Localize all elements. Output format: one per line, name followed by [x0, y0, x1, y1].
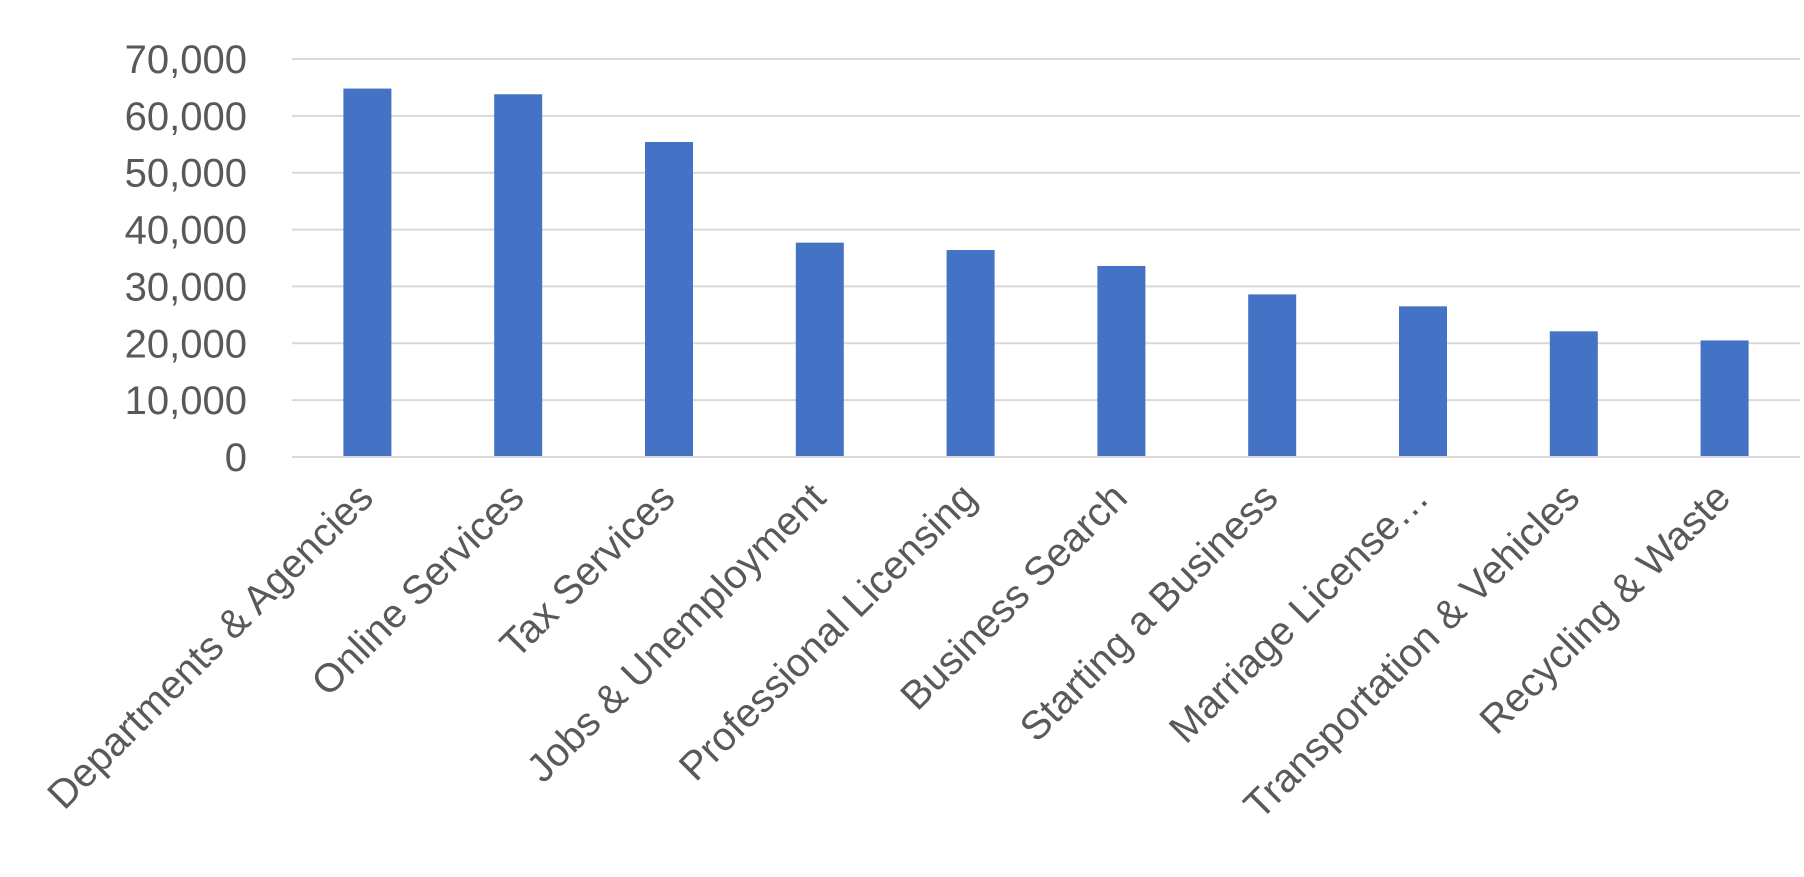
x-category-label: Jobs & Unemployment	[519, 475, 835, 791]
gridlines	[292, 58, 1800, 402]
y-tick-label: 10,000	[125, 379, 247, 423]
bar	[1399, 306, 1447, 457]
y-tick-label: 50,000	[125, 152, 247, 196]
bar	[1549, 331, 1598, 457]
bar	[1097, 265, 1146, 457]
x-category-label: Recycling & Waste	[1472, 475, 1739, 742]
y-tick-label: 30,000	[125, 265, 247, 309]
y-tick-label: 0	[225, 436, 247, 480]
y-tick-label: 20,000	[125, 322, 247, 366]
y-tick-label: 60,000	[125, 95, 247, 139]
y-tick-label: 70,000	[125, 38, 247, 82]
bars	[343, 88, 1749, 458]
y-axis-tick-labels: 0 10,000 20,000 30,000 40,000 50,000 60,000 70,…	[125, 38, 247, 480]
bar	[946, 250, 995, 457]
bar	[343, 88, 392, 458]
bar	[1248, 294, 1297, 457]
bar	[645, 142, 693, 458]
x-category-label: Starting a Business	[1012, 475, 1287, 750]
bar	[795, 242, 844, 457]
bar	[494, 94, 543, 457]
y-tick-label: 40,000	[125, 209, 247, 253]
x-category-label: Marriage License…	[1161, 475, 1437, 751]
x-category-label: Professional Licensing	[671, 475, 985, 789]
bar	[1700, 340, 1749, 457]
